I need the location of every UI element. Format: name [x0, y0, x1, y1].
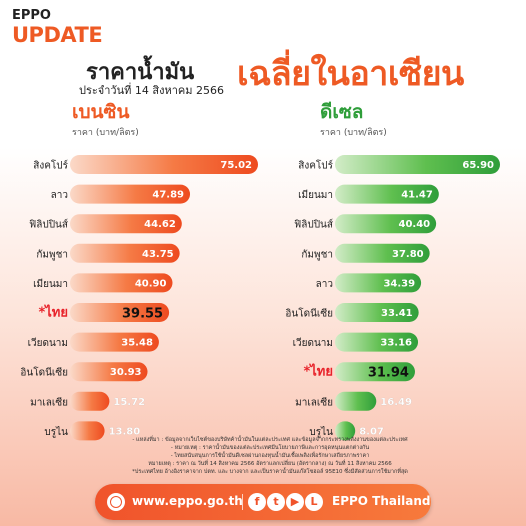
value-label: 34.39 — [383, 278, 415, 289]
note-line: - หมายเหตุ : ราคาน้ำมันของแต่ละประเทศมีน… — [170, 444, 370, 451]
value-label: 39.55 — [122, 307, 163, 322]
twitter-icon[interactable]: t — [267, 493, 285, 511]
bar — [70, 243, 180, 263]
globe-icon — [107, 493, 125, 511]
category-label: เวียดนาม — [28, 337, 68, 349]
footer-divider — [242, 494, 243, 510]
bar — [70, 391, 110, 411]
bar — [70, 332, 159, 352]
category-label: สิงคโปร์ — [33, 159, 68, 172]
category-label: ฟิลิปปินส์ — [29, 219, 68, 231]
gasoline-unit: ราคา (บาท/ลิตร) — [72, 127, 139, 138]
title-date: ประจำวันที่ 14 สิงหาคม 2566 — [79, 84, 224, 97]
category-label: มาเลเซีย — [295, 396, 333, 408]
bar — [70, 421, 105, 441]
value-label: 41.47 — [401, 190, 433, 201]
youtube-icon[interactable]: ▶ — [286, 493, 304, 511]
bar — [70, 184, 191, 204]
brand-logo: EPPO UPDATE — [12, 8, 103, 47]
bar — [70, 273, 173, 293]
bar — [335, 391, 377, 411]
gasoline-title: เบนซิน — [72, 101, 130, 123]
category-label: ฟิลิปปินส์ — [294, 219, 333, 231]
category-label: อินโดนีเซีย — [285, 307, 333, 320]
bar — [335, 332, 419, 352]
value-label: 37.80 — [392, 249, 424, 260]
value-label: 33.41 — [381, 308, 413, 319]
category-label: กัมพูชา — [301, 249, 333, 260]
bar — [335, 155, 500, 174]
value-label: 40.90 — [135, 278, 167, 289]
category-label: ลาว — [51, 190, 68, 201]
page-title: ราคาน้ำมัน ประจำวันที่ 14 สิงหาคม 2566 เ… — [0, 50, 526, 98]
value-label: 8.07 — [359, 426, 384, 437]
category-label: บรูไน — [44, 426, 68, 438]
value-label: 47.89 — [152, 190, 184, 201]
bar — [335, 273, 422, 293]
bar — [335, 184, 439, 204]
category-label: อินโดนีเซีย — [20, 366, 68, 379]
value-label: 40.40 — [399, 219, 431, 230]
gasoline-header: เบนซิน ราคา (บาท/ลิตร) — [72, 102, 139, 139]
category-label: กัมพูชา — [36, 249, 68, 260]
diesel-title: ดีเซล — [320, 101, 364, 123]
brand-line2: UPDATE — [12, 23, 103, 47]
category-label: เวียดนาม — [293, 337, 333, 349]
social-account-name: EPPO Thailand — [332, 494, 431, 508]
value-label: 15.72 — [113, 397, 145, 408]
line-icon[interactable]: L — [305, 493, 323, 511]
title-part2: เฉลี่ยในอาเซียน — [237, 54, 464, 94]
brand-line1: EPPO — [12, 8, 51, 23]
category-label: มาเลเซีย — [30, 396, 68, 408]
diesel-unit: ราคา (บาท/ลิตร) — [320, 127, 387, 138]
value-label: 31.94 — [368, 366, 409, 381]
value-label: 30.93 — [110, 367, 142, 378]
footer-bar: www.eppo.go.th f t ▶ L EPPO Thailand — [95, 484, 431, 520]
note-line: หมายเหตุ : ราคา ณ วันที่ 14 สิงหาคม 2566… — [148, 460, 392, 467]
note-line: *ประเทศไทย อ้างอิงราคาจาก ปตท. และ บางจา… — [132, 468, 408, 475]
bar — [335, 303, 419, 322]
category-label: เมียนมา — [33, 278, 68, 290]
title-part1: ราคาน้ำมัน — [86, 60, 195, 85]
website-link[interactable]: www.eppo.go.th — [132, 494, 243, 508]
category-label: สิงคโปร์ — [298, 159, 333, 172]
note-line: - แหล่งที่มา : ข้อมูลจากเว็บไซต์ของบริษั… — [132, 437, 408, 443]
diesel-header: ดีเซล ราคา (บาท/ลิตร) — [320, 102, 387, 139]
bar — [70, 362, 148, 382]
value-label: 44.62 — [144, 219, 176, 230]
category-label: เมียนมา — [298, 189, 333, 201]
category-label: *ไทย — [38, 304, 68, 321]
footnotes: - แหล่งที่มา : ข้อมูลจากเว็บไซต์ของบริษั… — [70, 437, 470, 477]
value-label: 13.80 — [109, 426, 141, 437]
bar — [335, 214, 437, 234]
value-label: 43.75 — [142, 249, 174, 260]
value-label: 65.90 — [462, 160, 494, 171]
bar — [70, 214, 182, 234]
category-label: บรูไน — [309, 426, 333, 438]
category-label: *ไทย — [303, 363, 333, 380]
category-label: ลาว — [316, 279, 333, 290]
bar — [335, 243, 430, 263]
bar — [70, 303, 170, 322]
value-label: 75.02 — [220, 160, 252, 171]
facebook-icon[interactable]: f — [248, 493, 266, 511]
bar — [335, 362, 415, 382]
bar — [335, 421, 356, 441]
bar — [70, 155, 258, 174]
value-label: 33.16 — [380, 338, 412, 349]
note-line: - ไทยสนับสนุนการใช้น้ำมันดีเซลผ่านกองทุน… — [170, 452, 370, 459]
value-label: 35.48 — [121, 338, 153, 349]
value-label: 16.49 — [380, 397, 412, 408]
